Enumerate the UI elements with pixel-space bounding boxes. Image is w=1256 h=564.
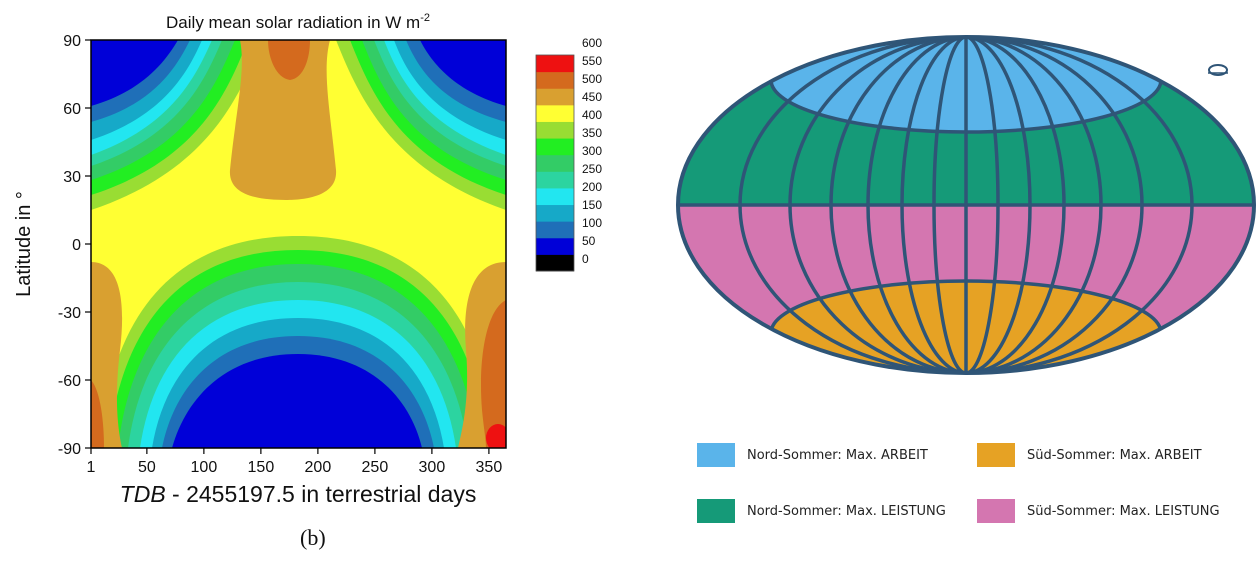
legend-item-nord-arbeit: Nord-Sommer: Max. ARBEIT [697,443,928,467]
x-axis: 1 50 100 150 200 250 300 350 [87,448,503,476]
chart-title: Daily mean solar radiation in W m-2 [166,12,430,32]
colorbar-segment [536,204,574,222]
legend-swatch [697,499,735,523]
colorbar-label: 400 [582,108,602,122]
colorbar-label: 200 [582,180,602,194]
colorbar-segment [536,121,574,139]
x-tick-label: 200 [305,459,332,476]
panel-label: (b) [300,525,326,550]
legend-label: Nord-Sommer: Max. ARBEIT [747,447,928,463]
y-axis-label: Latitude in ° [13,191,35,297]
legend-label: Süd-Sommer: Max. ARBEIT [1027,447,1202,463]
colorbar-segment [536,104,574,122]
colorbar-segment [536,187,574,206]
legend-swatch [977,499,1015,523]
legend-swatch [977,443,1015,467]
x-tick-label: 350 [476,459,503,476]
colorbar-label: 500 [582,72,602,86]
south-summer-pole-max [486,424,506,448]
colorbar-label: 550 [582,54,602,68]
corner-mark-icon [1208,64,1228,76]
colorbar-segment [536,154,574,172]
colorbar-label: 350 [582,126,602,140]
legend-swatch [697,443,735,467]
globe-outline [676,35,1256,375]
north-right-polar-night [336,40,506,210]
y-axis: 90 60 30 0 -30 -60 -90 [58,33,91,458]
y-tick-label: 30 [63,169,81,186]
colorbar: 0 50 100 150 200 250 300 350 400 450 500 550 600 [535,36,602,272]
colorbar-label: 300 [582,144,602,158]
north-summer-pole-high [268,40,310,80]
colorbar-segment [536,221,574,239]
colorbar-segment [536,71,574,89]
legend-label: Nord-Sommer: Max. LEISTUNG [747,503,946,519]
north-summer-subtropic-high [229,40,337,200]
colorbar-label: 250 [582,162,602,176]
x-tick-label: 100 [191,459,218,476]
south-summer-right-pole [481,300,506,448]
y-tick-label: -30 [58,305,81,322]
globe-grid-lines [678,37,1254,373]
x-tick-label: 150 [248,459,275,476]
globe-map [676,35,1256,375]
colorbar-label: 150 [582,198,602,212]
legend-label: Süd-Sommer: Max. LEISTUNG [1027,503,1220,519]
colorbar-segment [536,254,574,272]
colorbar-label: 100 [582,216,602,230]
colorbar-label: 450 [582,90,602,104]
colorbar-label: 0 [582,252,589,266]
south-summer-left-pole [91,380,104,448]
north-left-polar-night [91,40,262,210]
legend-item-nord-leistung: Nord-Sommer: Max. LEISTUNG [697,499,946,523]
y-tick-label: 0 [72,237,81,254]
colorbar-segment [536,237,574,255]
colorbar-frame [535,54,575,272]
colorbar-segment [536,171,574,189]
y-tick-label: 60 [63,101,81,118]
contour-plot-area [91,40,506,448]
south-polar-night [100,236,496,448]
x-tick-label: 300 [419,459,446,476]
y-tick-label: -90 [58,441,81,458]
colorbar-label: 600 [582,36,602,50]
x-tick-label: 250 [362,459,389,476]
colorbar-segment [536,55,574,73]
x-axis-label: TDB - 2455197.5 in terrestrial days [120,481,477,507]
legend-item-sued-arbeit: Süd-Sommer: Max. ARBEIT [977,443,1202,467]
x-tick-label: 50 [138,459,156,476]
y-tick-label: -60 [58,373,81,390]
legend-item-sued-leistung: Süd-Sommer: Max. LEISTUNG [977,499,1220,523]
colorbar-label: 50 [582,234,596,248]
colorbar-segment [536,138,574,156]
y-tick-label: 90 [63,33,81,50]
x-tick-label: 1 [87,459,96,476]
colorbar-segment [536,88,574,106]
